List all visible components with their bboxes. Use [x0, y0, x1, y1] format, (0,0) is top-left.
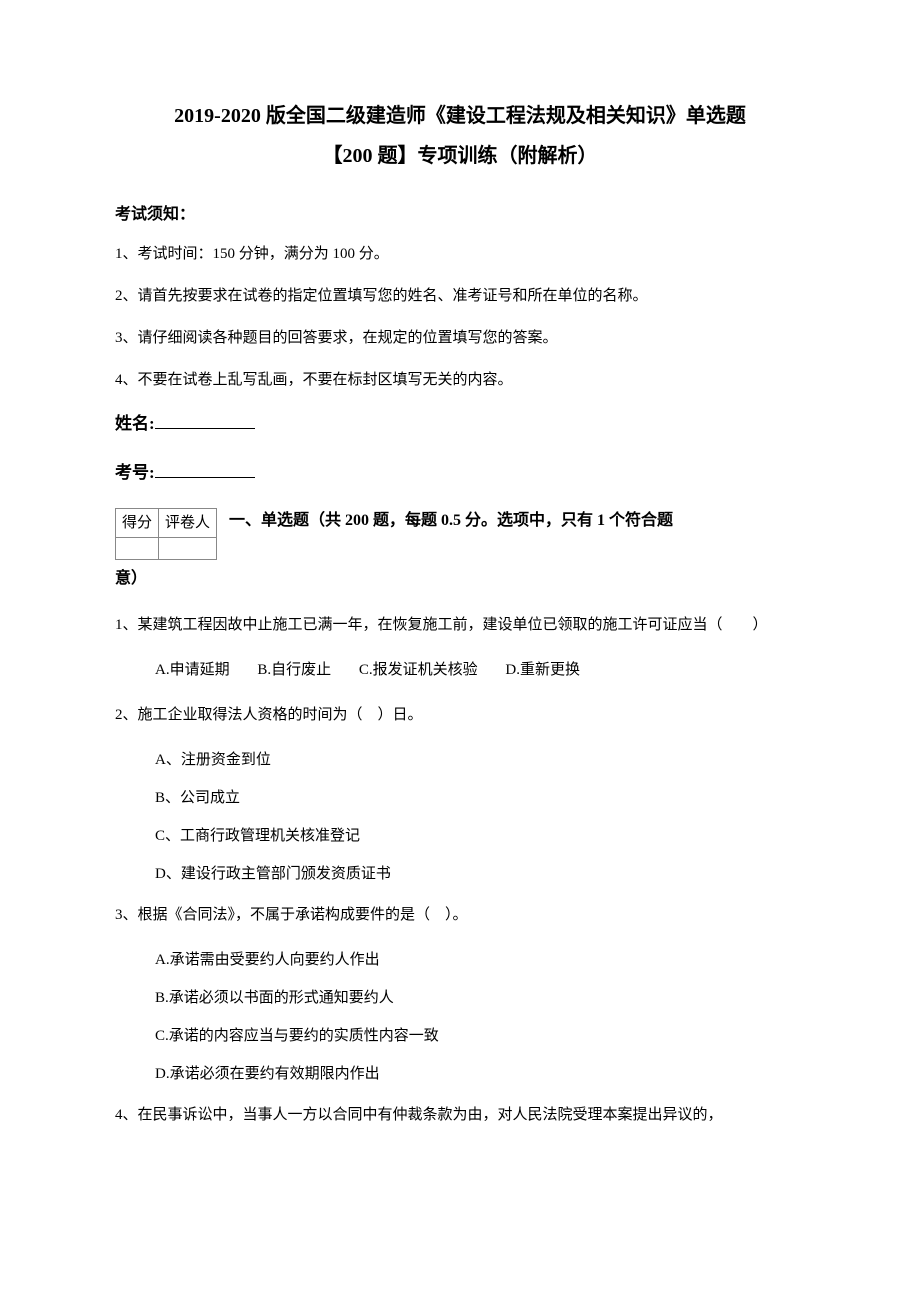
question-1-options: A.申请延期 B.自行废止 C.报发证机关核验 D.重新更换 [155, 658, 805, 682]
instruction-1: 1、考试时间：150 分钟，满分为 100 分。 [115, 242, 805, 266]
instructions-header: 考试须知： [115, 202, 805, 228]
q1-option-b: B.自行废止 [257, 662, 331, 678]
q2-option-a: A、注册资金到位 [155, 748, 805, 772]
q1-option-d: D.重新更换 [505, 662, 580, 678]
q3-option-b: B.承诺必须以书面的形式通知要约人 [155, 986, 805, 1010]
question-1-stem: 1、某建筑工程因故中止施工已满一年，在恢复施工前，建设单位已领取的施工许可证应当… [115, 610, 805, 640]
q2-option-c: C、工商行政管理机关核准登记 [155, 824, 805, 848]
score-header-cell: 得分 [116, 508, 159, 537]
instruction-4: 4、不要在试卷上乱写乱画，不要在标封区填写无关的内容。 [115, 368, 805, 392]
name-field-line: 姓名: [115, 410, 805, 437]
q3-option-a: A.承诺需由受要约人向要约人作出 [155, 948, 805, 972]
score-value-cell [116, 537, 159, 559]
reviewer-header-cell: 评卷人 [159, 508, 217, 537]
id-blank [155, 461, 255, 478]
question-2-stem: 2、施工企业取得法人资格的时间为（ ）日。 [115, 700, 805, 730]
reviewer-value-cell [159, 537, 217, 559]
question-3-stem: 3、根据《合同法》，不属于承诺构成要件的是（ ）。 [115, 900, 805, 930]
id-field-line: 考号: [115, 459, 805, 486]
name-label: 姓名: [115, 414, 155, 433]
section-1-title: 一、单选题（共 200 题，每题 0.5 分。选项中，只有 1 个符合题 [229, 508, 673, 534]
q2-option-b: B、公司成立 [155, 786, 805, 810]
q2-option-d: D、建设行政主管部门颁发资质证书 [155, 862, 805, 886]
score-table: 得分 评卷人 [115, 508, 217, 560]
section-1-title-cont: 意） [115, 566, 805, 592]
q1-option-a: A.申请延期 [155, 662, 230, 678]
exam-title-line1: 2019-2020 版全国二级建造师《建设工程法规及相关知识》单选题 [115, 100, 805, 132]
instruction-2: 2、请首先按要求在试卷的指定位置填写您的姓名、准考证号和所在单位的名称。 [115, 284, 805, 308]
q1-option-c: C.报发证机关核验 [359, 662, 478, 678]
instruction-3: 3、请仔细阅读各种题目的回答要求，在规定的位置填写您的答案。 [115, 326, 805, 350]
question-4-stem: 4、在民事诉讼中，当事人一方以合同中有仲裁条款为由，对人民法院受理本案提出异议的… [115, 1100, 805, 1130]
name-blank [155, 412, 255, 429]
id-label: 考号: [115, 463, 155, 482]
score-section: 得分 评卷人 一、单选题（共 200 题，每题 0.5 分。选项中，只有 1 个… [115, 508, 805, 560]
exam-title-line2: 【200 题】专项训练（附解析） [115, 140, 805, 172]
q3-option-c: C.承诺的内容应当与要约的实质性内容一致 [155, 1024, 805, 1048]
q3-option-d: D.承诺必须在要约有效期限内作出 [155, 1062, 805, 1086]
